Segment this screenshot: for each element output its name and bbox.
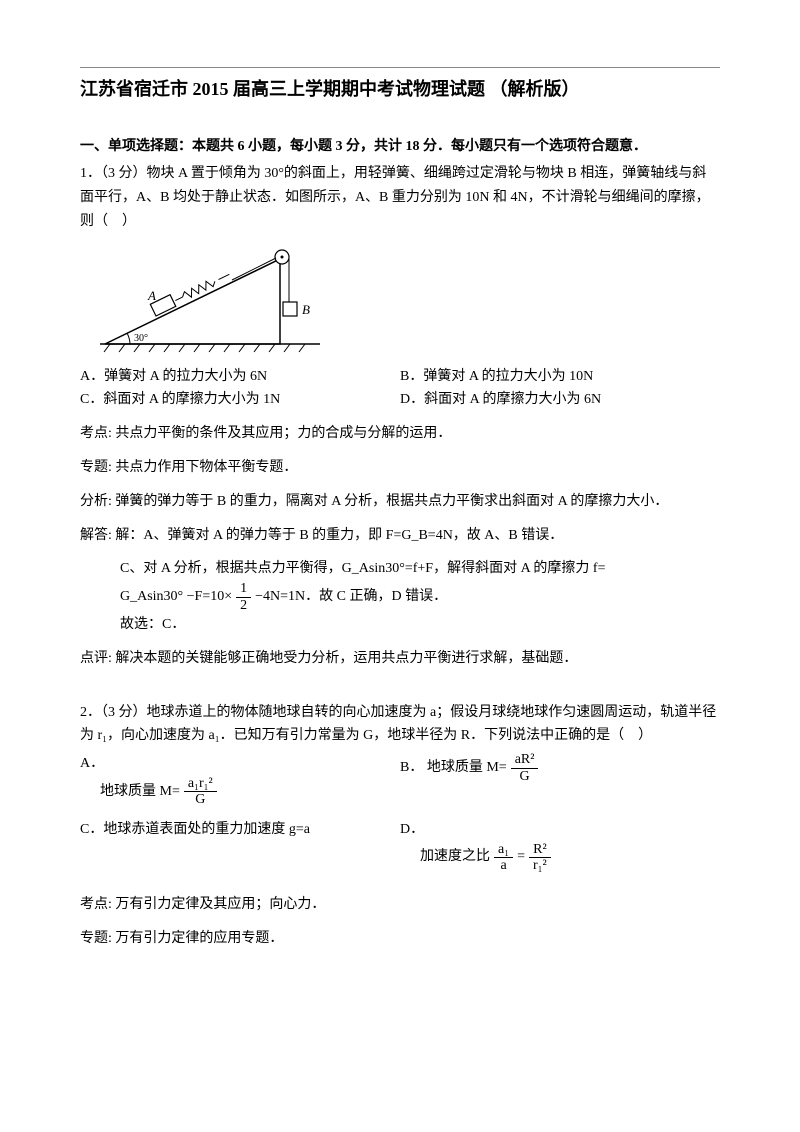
q1-kaodian: 考点: 共点力平衡的条件及其应用；力的合成与分解的运用． <box>80 422 720 446</box>
q2-a-label: 地球质量 M= <box>100 780 180 804</box>
q2-d-eq: = <box>517 845 525 869</box>
jieda-line1: 解：A、弹簧对 A 的弹力等于 B 的重力，即 F=G_B=4N，故 A、B 错… <box>115 528 563 543</box>
q2-zhuanti-label: 专题: <box>80 931 112 946</box>
q1-jieda: 解答: 解：A、弹簧对 A 的弹力等于 B 的重力，即 F=G_B=4N，故 A… <box>80 524 720 548</box>
q2-a-pre: A． <box>80 756 104 771</box>
kaodian-label: 考点: <box>80 426 112 441</box>
frac-half: 1 2 <box>236 581 251 613</box>
zhuanti-label: 专题: <box>80 460 112 475</box>
q2-row-cd: C．地球赤道表面处的重力加速度 g=a D． 加速度之比 a₁ a = R² r… <box>80 818 720 874</box>
q1-opt-b: B．弹簧对 A 的拉力大小为 10N <box>400 365 720 389</box>
q2-kaodian: 考点: 万有引力定律及其应用；向心力． <box>80 893 720 917</box>
q2-zhuanti-text: 万有引力定律的应用专题． <box>115 931 283 946</box>
jieda-line3: G_Asin30° −F=10× 1 2 −4N=1N．故 C 正确，D 错误． <box>80 581 447 613</box>
jieda-line4: 故选：C． <box>80 613 720 637</box>
q2-stem: 2．（3 分）地球赤道上的物体随地球自转的向心加速度为 a；假设月球绕地球作匀速… <box>80 701 720 749</box>
q1-opt-a: A．弹簧对 A 的拉力大小为 6N <box>80 365 400 389</box>
angle-label: 30° <box>134 333 148 344</box>
q2-opt-a: A． 地球质量 M= a₁r₁² G <box>80 752 400 808</box>
dianping-label: 点评: <box>80 651 112 666</box>
label-a: A <box>147 288 156 303</box>
q1-diagram: A B 30° <box>90 244 330 354</box>
q2-d-frac2: R² r₁² <box>529 842 551 874</box>
jieda-line2: C、对 A 分析，根据共点力平衡得，G_Asin30°=f+F，解得斜面对 A … <box>80 557 720 581</box>
section-header: 一、单项选择题：本题共 6 小题，每小题 3 分，共计 18 分．每小题只有一个… <box>80 135 720 159</box>
jieda-label: 解答: <box>80 528 112 543</box>
q2-a-frac: a₁r₁² G <box>184 776 217 808</box>
q1-opt-c: C．斜面对 A 的摩擦力大小为 1N <box>80 388 400 412</box>
q2-b-pre: B． <box>400 760 423 775</box>
dianping-text: 解决本题的关键能够正确地受力分析，运用共点力平衡进行求解，基础题． <box>115 651 577 666</box>
fenxi-text: 弹簧的弹力等于 B 的重力，隔离对 A 分析，根据共点力平衡求出斜面对 A 的摩… <box>115 494 668 509</box>
q2-opt-c: C．地球赤道表面处的重力加速度 g=a <box>80 818 400 874</box>
q2-opt-d: D． 加速度之比 a₁ a = R² r₁² <box>400 818 720 874</box>
q2-d-frac1: a₁ a <box>494 842 513 874</box>
q1-stem: 1．（3 分）物块 A 置于倾角为 30°的斜面上，用轻弹簧、细绳跨过定滑轮与物… <box>80 162 720 233</box>
page-title: 江苏省宿迁市 2015 届高三上学期期中考试物理试题 （解析版） <box>80 74 720 105</box>
q2-row-ab: A． 地球质量 M= a₁r₁² G B． 地球质量 M= aR² G <box>80 752 720 808</box>
q1-dianping: 点评: 解决本题的关键能够正确地受力分析，运用共点力平衡进行求解，基础题． <box>80 647 720 671</box>
label-b: B <box>302 302 310 317</box>
q1-options-row2: C．斜面对 A 的摩擦力大小为 1N D．斜面对 A 的摩擦力大小为 6N <box>80 388 720 412</box>
q2-zhuanti: 专题: 万有引力定律的应用专题． <box>80 927 720 951</box>
q2-opt-b: B． 地球质量 M= aR² G <box>400 752 720 808</box>
q2-b-frac: aR² G <box>511 752 539 784</box>
q2-d-label: 加速度之比 <box>420 845 490 869</box>
q2-d-pre: D． <box>400 822 424 837</box>
q1-zhuanti: 专题: 共点力作用下物体平衡专题． <box>80 456 720 480</box>
q2-kaodian-text: 万有引力定律及其应用；向心力． <box>115 897 325 912</box>
q2-kaodian-label: 考点: <box>80 897 112 912</box>
q1-opt-d: D．斜面对 A 的摩擦力大小为 6N <box>400 388 720 412</box>
zhuanti-text: 共点力作用下物体平衡专题． <box>115 460 297 475</box>
jieda-l3-pre: G_Asin30° −F=10× <box>120 585 232 609</box>
q1-options-row1: A．弹簧对 A 的拉力大小为 6N B．弹簧对 A 的拉力大小为 10N <box>80 365 720 389</box>
fenxi-label: 分析: <box>80 494 112 509</box>
top-rule <box>80 67 720 68</box>
q1-fenxi: 分析: 弹簧的弹力等于 B 的重力，隔离对 A 分析，根据共点力平衡求出斜面对 … <box>80 490 720 514</box>
jieda-l3-post: −4N=1N．故 C 正确，D 错误． <box>255 585 447 609</box>
kaodian-text: 共点力平衡的条件及其应用；力的合成与分解的运用． <box>115 426 451 441</box>
q2-b-label: 地球质量 M= <box>427 756 507 780</box>
spacer <box>80 681 720 701</box>
